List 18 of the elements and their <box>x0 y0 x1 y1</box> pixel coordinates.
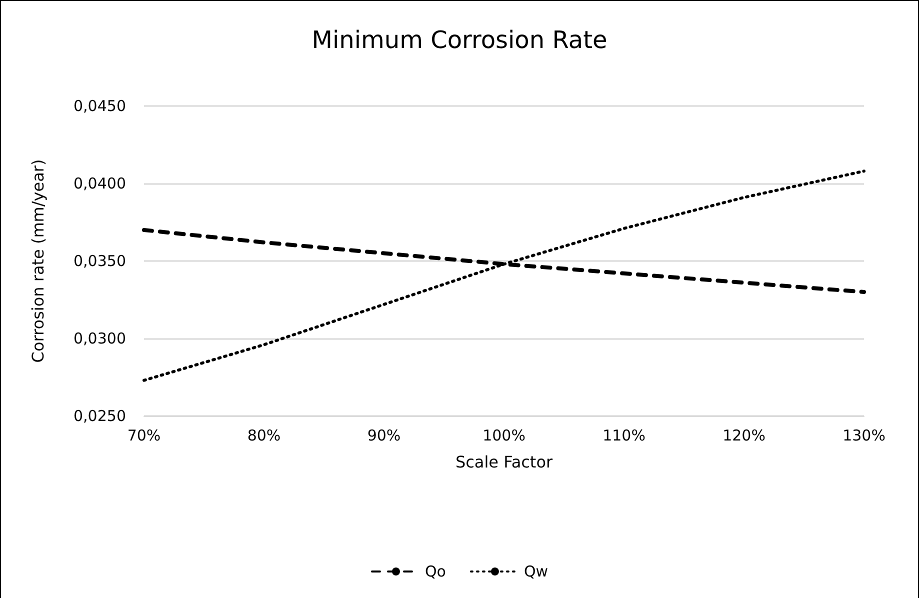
x-tick-label: 90% <box>367 426 401 444</box>
legend-label: Qw <box>524 562 548 580</box>
legend-label: Qo <box>424 562 446 580</box>
y-axis-title: Corrosion rate (mm/year) <box>28 159 48 363</box>
y-tick-label: 0,0450 <box>74 97 126 115</box>
x-tick-label: 110% <box>602 426 646 444</box>
x-tick-label: 130% <box>842 426 886 444</box>
x-tick-label: 80% <box>247 426 281 444</box>
y-tick-label: 0,0300 <box>74 330 126 348</box>
chart-title: Minimum Corrosion Rate <box>312 26 608 54</box>
x-axis-title: Scale Factor <box>455 452 553 472</box>
y-tick-label: 0,0400 <box>74 174 126 192</box>
x-tick-label: 100% <box>482 426 526 444</box>
y-tick-label: 0,0350 <box>74 252 126 270</box>
x-tick-label: 120% <box>722 426 766 444</box>
y-tick-label: 0,0250 <box>74 407 126 425</box>
line-series <box>142 170 866 382</box>
x-tick-label: 70% <box>127 426 161 444</box>
